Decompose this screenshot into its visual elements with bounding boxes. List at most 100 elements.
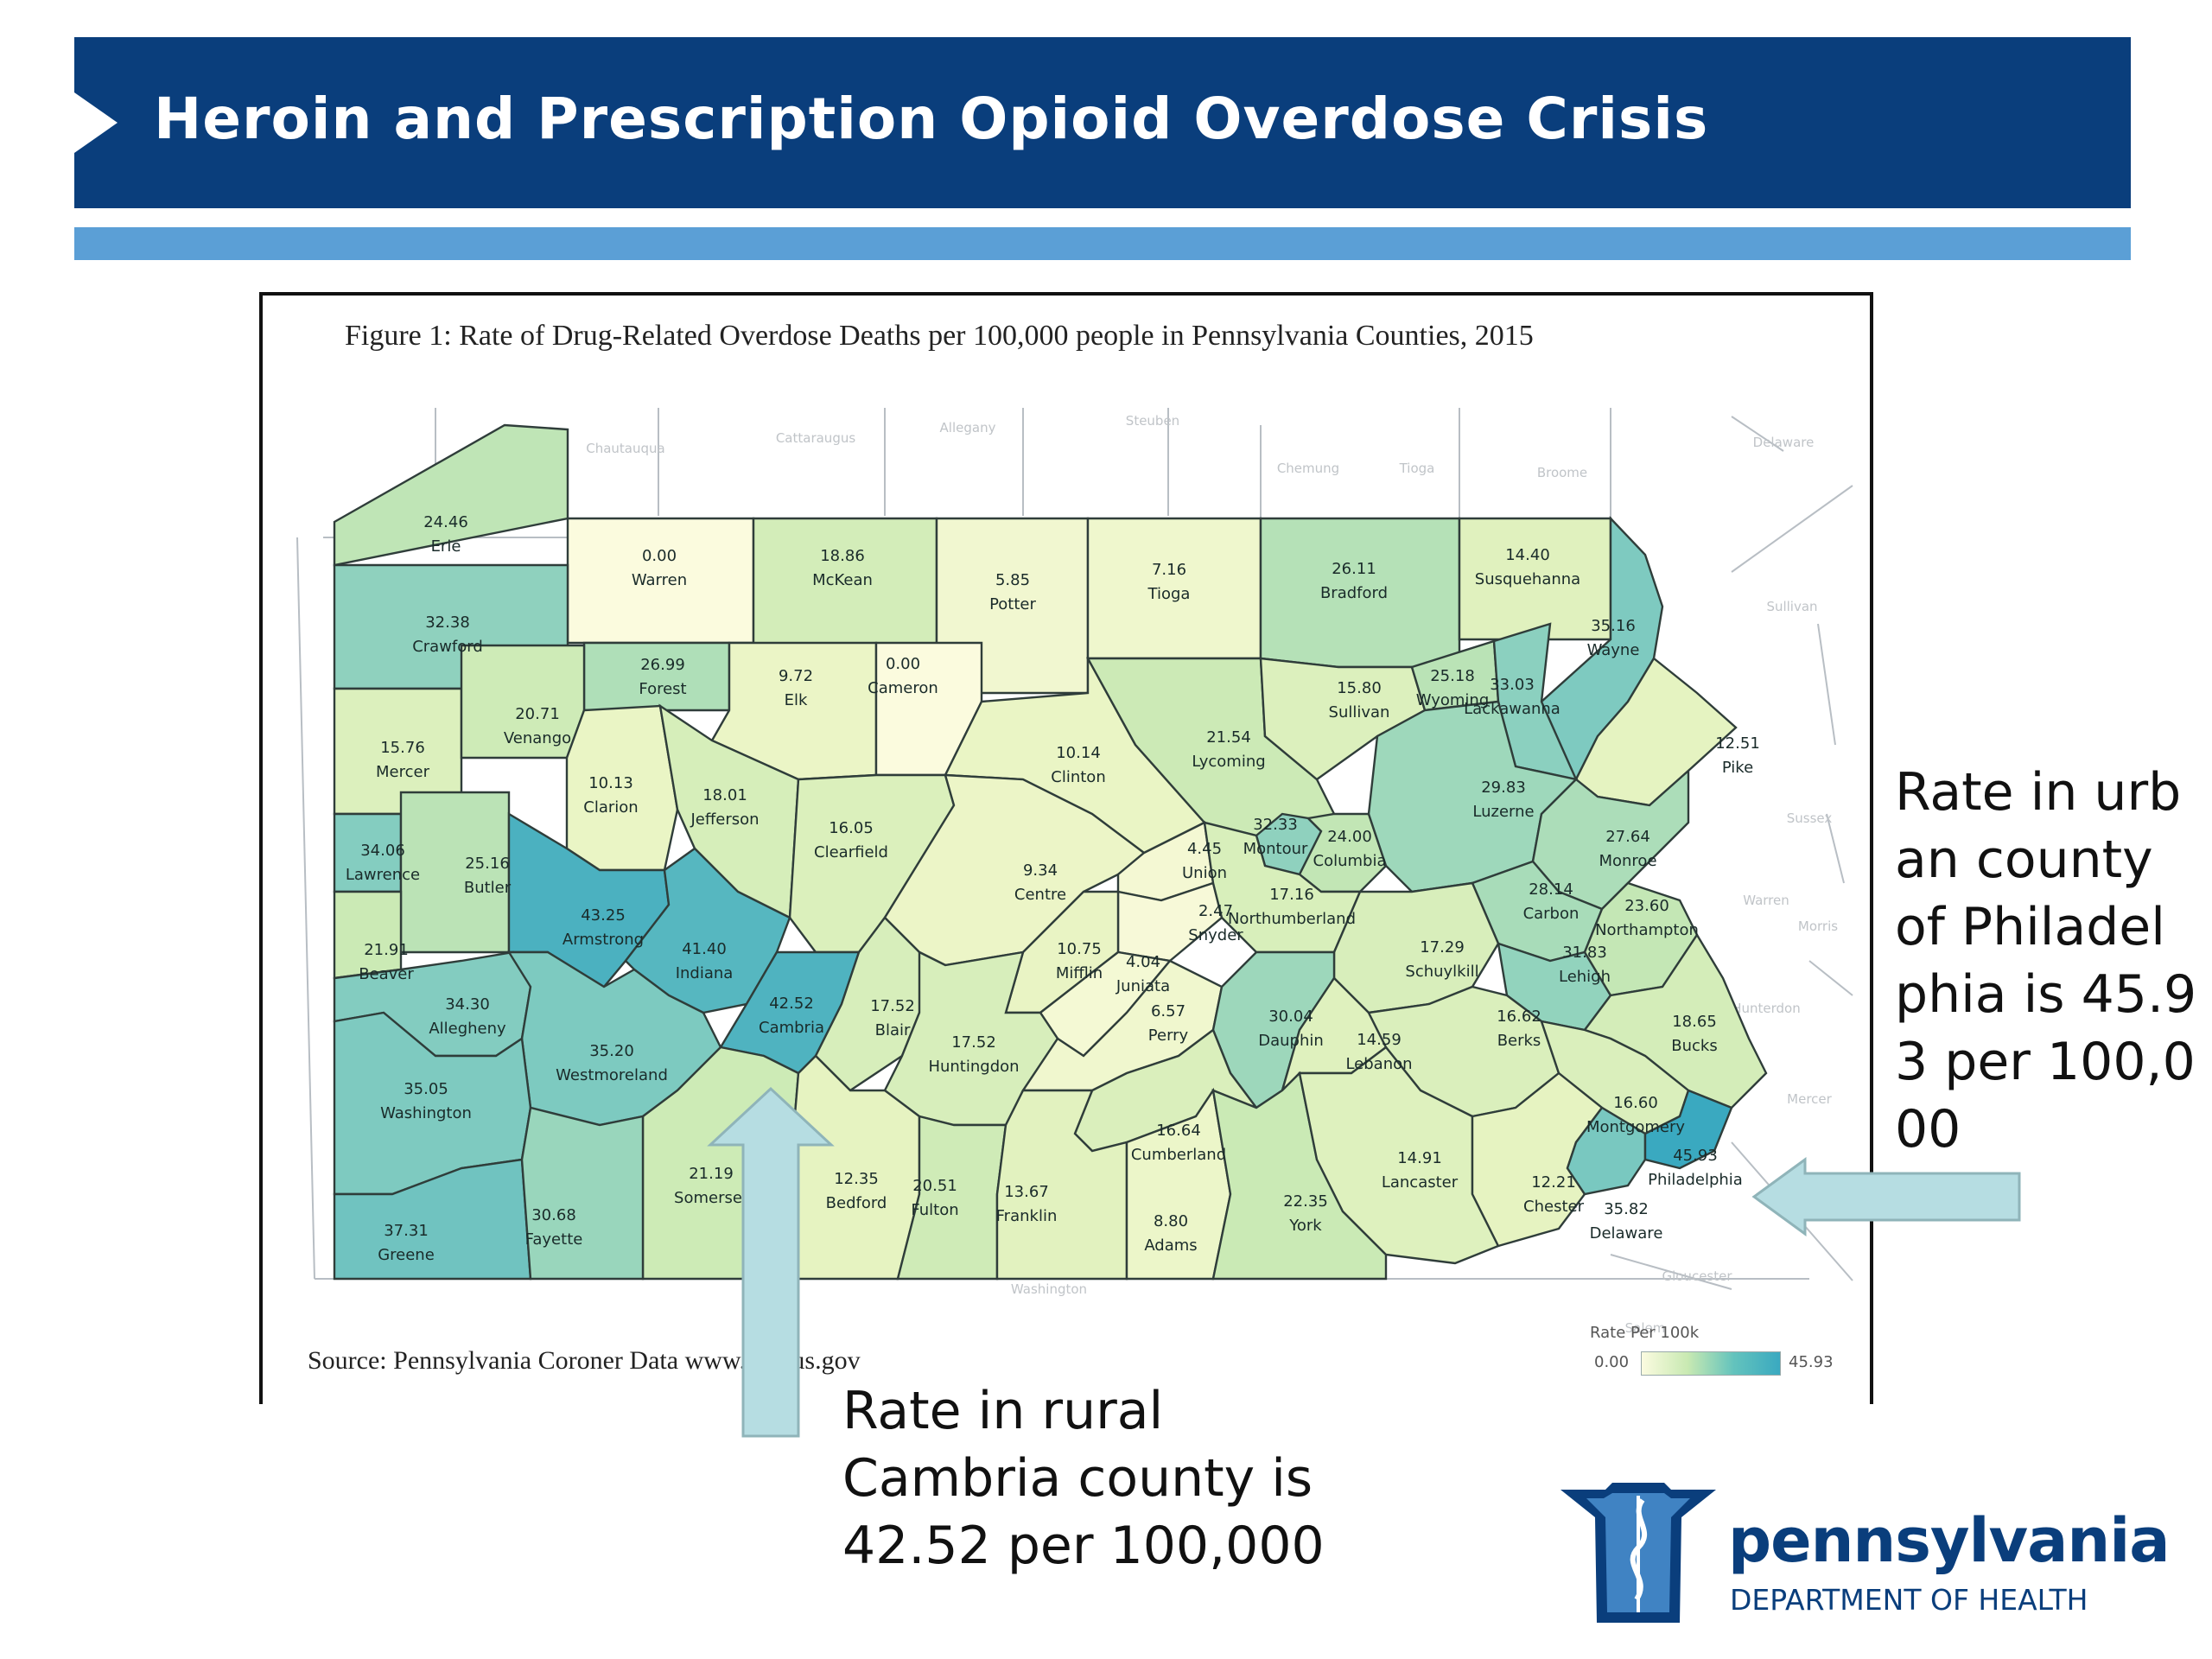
chevron-icon <box>74 92 118 153</box>
svg-text:Chautauqua: Chautauqua <box>586 441 664 456</box>
county-indiana <box>624 847 791 1014</box>
county-rate-chester: 12.21 <box>1531 1173 1576 1192</box>
svg-text:Washington: Washington <box>1011 1281 1087 1297</box>
map-figure: Figure 1: Rate of Drug-Related Overdose … <box>259 292 1873 1404</box>
county-rate-luzerne: 29.83 <box>1481 779 1526 797</box>
county-name-luzerne: Luzerne <box>1472 803 1534 821</box>
county-name-dauphin: Dauphin <box>1258 1032 1324 1050</box>
county-rate-sullivan: 15.80 <box>1337 679 1382 697</box>
legend-color-scale <box>1641 1351 1781 1376</box>
county-name-lehigh: Lehigh <box>1559 968 1611 986</box>
county-name-cumberland: Cumberland <box>1131 1146 1226 1164</box>
county-name-snyder: Snyder <box>1188 926 1243 944</box>
county-name-lackawanna: Lackawanna <box>1464 700 1560 718</box>
county-name-union: Union <box>1182 864 1227 882</box>
county-name-sullivan: Sullivan <box>1329 703 1390 721</box>
county-name-schuylkill: Schuylkill <box>1405 963 1478 981</box>
county-rate-crawford: 32.38 <box>425 613 470 632</box>
county-rate-union: 4.45 <box>1187 840 1222 858</box>
county-rate-potter: 5.85 <box>995 571 1030 589</box>
county-name-huntingdon: Huntingdon <box>928 1058 1019 1076</box>
county-rate-tioga: 7.16 <box>1152 561 1186 579</box>
neighbor-states: Chautauqua Cattaraugus Allegany Steuben … <box>296 408 1853 1336</box>
county-rate-northampton: 23.60 <box>1624 897 1669 915</box>
county-rate-perry: 6.57 <box>1151 1002 1185 1020</box>
county-name-bradford: Bradford <box>1320 584 1388 602</box>
county-name-venango: Venango <box>504 729 571 747</box>
county-name-delaware: Delaware <box>1590 1224 1663 1243</box>
svg-text:Salem: Salem <box>1625 1320 1666 1336</box>
county-rate-lehigh: 31.83 <box>1562 944 1607 962</box>
county-name-northumberland: Northumberland <box>1228 910 1356 928</box>
county-name-northampton: Northampton <box>1595 921 1699 939</box>
county-name-columbia: Columbia <box>1313 852 1387 870</box>
county-name-cameron: Cameron <box>868 679 938 697</box>
page-title: Heroin and Prescription Opioid Overdose … <box>154 86 1709 152</box>
county-rate-dauphin: 30.04 <box>1268 1007 1313 1026</box>
county-name-clinton: Clinton <box>1051 768 1105 786</box>
county-rate-mifflin: 10.75 <box>1057 940 1102 958</box>
county-name-beaver: Beaver <box>359 965 414 983</box>
county-name-susquehanna: Susquehanna <box>1475 570 1580 588</box>
county-rate-venango: 20.71 <box>515 705 560 723</box>
county-rate-montgomery: 16.60 <box>1613 1094 1658 1112</box>
county-rate-blair: 17.52 <box>870 997 915 1015</box>
county-rate-erie: 24.46 <box>423 513 468 531</box>
urban-arrow <box>1751 1157 2021 1236</box>
county-map: Chautauqua Cattaraugus Allegany Steuben … <box>296 408 1853 1336</box>
source-text: Source: Pennsylvania Coroner Data <box>308 1346 679 1375</box>
county-rate-jefferson: 18.01 <box>702 786 747 804</box>
county-philadelphia <box>1643 1089 1733 1170</box>
county-name-clearfield: Clearfield <box>814 843 888 861</box>
county-rate-allegheny: 34.30 <box>445 995 490 1014</box>
county-rate-lycoming: 21.54 <box>1206 728 1251 747</box>
svg-text:Gloucester: Gloucester <box>1662 1268 1732 1284</box>
svg-text:Delaware: Delaware <box>1753 435 1815 450</box>
county-name-washington: Washington <box>380 1104 472 1122</box>
rural-callout: Rate in rural Cambria county is 42.52 pe… <box>842 1381 1325 1576</box>
county-name-somerset: Somerset <box>674 1189 748 1207</box>
svg-text:Sussex: Sussex <box>1787 810 1833 826</box>
county-rate-berks: 16.62 <box>1497 1007 1541 1026</box>
county-rate-york: 22.35 <box>1283 1192 1328 1211</box>
county-name-philadelphia: Philadelphia <box>1648 1171 1743 1189</box>
county-name-mercer: Mercer <box>376 763 430 781</box>
county-rate-adams: 8.80 <box>1154 1212 1188 1230</box>
county-rate-indiana: 41.40 <box>682 940 727 958</box>
county-franklin <box>995 1089 1128 1281</box>
county-rate-beaver: 21.91 <box>364 941 409 959</box>
county-rate-cameron: 0.00 <box>886 655 920 673</box>
legend-min: 0.00 <box>1594 1353 1630 1371</box>
county-rate-delaware: 35.82 <box>1604 1200 1649 1218</box>
county-rate-juniata: 4.04 <box>1126 953 1160 971</box>
county-rate-mercer: 15.76 <box>380 739 425 757</box>
county-rate-huntingdon: 17.52 <box>951 1033 996 1052</box>
county-rate-schuylkill: 17.29 <box>1420 938 1465 957</box>
county-rate-monroe: 27.64 <box>1605 828 1650 846</box>
county-name-montgomery: Montgomery <box>1586 1118 1685 1136</box>
county-rate-clearfield: 16.05 <box>829 819 874 837</box>
county-rate-bucks: 18.65 <box>1672 1013 1717 1031</box>
county-name-mifflin: Mifflin <box>1056 964 1103 982</box>
county-rate-centre: 9.34 <box>1023 861 1058 880</box>
county-rate-snyder: 2.47 <box>1198 902 1233 920</box>
county-name-warren: Warren <box>632 571 687 589</box>
county-rate-lancaster: 14.91 <box>1397 1149 1442 1167</box>
county-rate-fayette: 30.68 <box>531 1206 576 1224</box>
county-name-potter: Potter <box>989 595 1036 613</box>
urban-callout: Rate in urban county of Philadelphia is … <box>1895 762 2197 1160</box>
county-name-lawrence: Lawrence <box>346 866 420 884</box>
svg-text:Broome: Broome <box>1537 465 1587 480</box>
logo-text: pennsylvania <box>1728 1505 2170 1576</box>
county-rate-bradford: 26.11 <box>1332 560 1376 578</box>
county-name-allegheny: Allegheny <box>429 1020 506 1038</box>
accent-stripe <box>74 227 2131 260</box>
county-rate-clinton: 10.14 <box>1056 744 1101 762</box>
county-name-butler: Butler <box>464 879 512 897</box>
county-name-pike: Pike <box>1722 759 1753 777</box>
county-name-wyoming: Wyoming <box>1416 691 1490 709</box>
keystone-logo-icon <box>1560 1483 1716 1623</box>
county-name-elk: Elk <box>785 691 808 709</box>
county-name-forest: Forest <box>639 680 686 698</box>
county-rate-bedford: 12.35 <box>834 1170 879 1188</box>
